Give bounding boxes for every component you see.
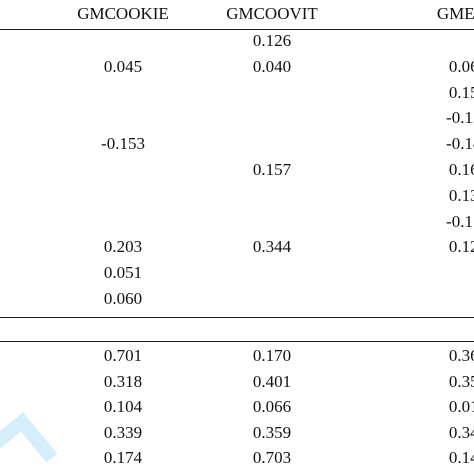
column-header-gmegg: GMEGG [436, 4, 474, 23]
bottom-cell-r4-c1: 0.339 [103, 423, 143, 442]
top-cell-r6-c2: 0.157 [252, 160, 292, 179]
bottom-cell-r3-c1: 0.104 [103, 397, 143, 416]
watermark-logo [0, 388, 60, 474]
bottom-cell-r3-c3: 0.014 [448, 397, 474, 416]
top-cell-r9-c3: 0.128 [448, 237, 474, 256]
bottom-cell-r5-c1: 0.174 [103, 448, 143, 467]
top-cell-r6-c3: 0.162 [448, 160, 474, 179]
bottom-cell-r2-c2: 0.401 [252, 372, 292, 391]
top-cell-r4-c3: -0.123 [446, 108, 474, 127]
top-cell-r7-c3: 0.134 [448, 186, 474, 205]
top-cell-r9-c2: 0.344 [252, 237, 292, 256]
bottom-cell-r1-c2: 0.170 [252, 346, 292, 365]
bottom-cell-r5-c3: 0.148 [448, 448, 474, 467]
top-cell-r1-c2: 0.126 [252, 31, 292, 50]
section-rule-top [0, 317, 474, 318]
bottom-cell-r4-c3: 0.344 [448, 423, 474, 442]
bottom-cell-r1-c3: 0.366 [448, 346, 474, 365]
section-label-fragment: : [0, 320, 1, 340]
section-rule-bottom [0, 341, 474, 342]
top-cell-r2-c2: 0.040 [252, 57, 292, 76]
bottom-cell-r3-c2: 0.066 [252, 397, 292, 416]
bottom-cell-r2-c3: 0.356 [448, 372, 474, 391]
header-rule [0, 29, 474, 30]
bottom-cell-r2-c1: 0.318 [103, 372, 143, 391]
top-cell-r10-c1: 0.051 [103, 263, 143, 282]
top-cell-r5-c3: -0.144 [446, 134, 474, 153]
top-cell-r11-c1: 0.060 [103, 289, 143, 308]
column-header-gmcookie: GMCOOKIE [77, 4, 169, 23]
top-cell-r3-c3: 0.158 [448, 83, 474, 102]
top-cell-r5-c1: -0.153 [101, 134, 145, 153]
top-cell-r9-c1: 0.203 [103, 237, 143, 256]
bottom-cell-r4-c2: 0.359 [252, 423, 292, 442]
top-cell-r8-c3: -0.153 [446, 212, 474, 231]
column-header-gmcoovit: GMCOOVIT [226, 4, 318, 23]
top-cell-r2-c3: 0.069 [448, 57, 474, 76]
bottom-cell-r1-c1: 0.701 [103, 346, 143, 365]
bottom-cell-r5-c2: 0.703 [252, 448, 292, 467]
top-cell-r2-c1: 0.045 [103, 57, 143, 76]
